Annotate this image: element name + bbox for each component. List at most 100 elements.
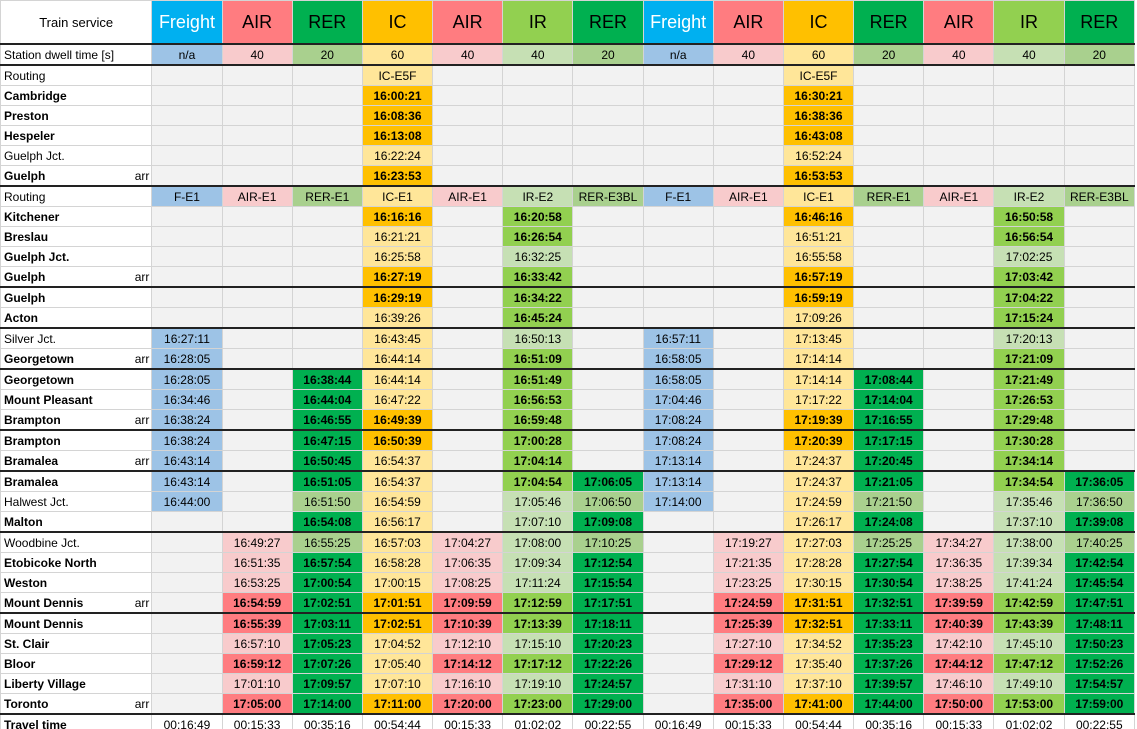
time-cell: 16:54:37 — [361, 470, 434, 492]
time-cell: 16:49:27 — [221, 531, 293, 553]
header-label: Train service — [0, 0, 152, 45]
station-row: Brampton arr 16:38:24 16:46:55 16:49:39 16:59… — [0, 409, 1136, 431]
time-cell — [572, 165, 644, 187]
time-cell — [1063, 206, 1136, 227]
time-cell: 17:31:51 — [782, 592, 855, 614]
time-cell — [151, 206, 223, 227]
time-cell — [221, 246, 293, 267]
service-header: IC — [782, 0, 855, 45]
time-cell — [712, 511, 784, 533]
time-cell: 17:11:24 — [502, 572, 574, 593]
routing-code — [291, 64, 363, 86]
note-cell — [128, 470, 153, 492]
time-cell — [221, 206, 293, 227]
time-cell: 16:08:36 — [361, 105, 434, 126]
travel-time: 00:22:55 — [572, 713, 644, 729]
travel-label: Travel time — [0, 713, 152, 729]
time-cell: 17:13:14 — [642, 470, 714, 492]
time-cell: 17:25:39 — [712, 612, 784, 634]
time-cell — [221, 368, 293, 390]
time-cell: 16:44:14 — [361, 368, 434, 390]
time-cell — [432, 307, 504, 329]
time-cell: 17:12:54 — [572, 552, 644, 573]
time-cell: 17:54:57 — [1063, 673, 1136, 694]
time-cell — [221, 307, 293, 329]
time-cell — [1063, 327, 1136, 349]
travel-time: 00:15:33 — [712, 713, 784, 729]
dwell-time: 20 — [853, 43, 925, 66]
time-cell — [291, 327, 363, 349]
routing-code — [432, 64, 504, 86]
time-cell: 17:42:10 — [923, 633, 995, 654]
time-cell — [853, 246, 925, 267]
dwell-label: Station dwell time [s] — [0, 43, 152, 66]
time-cell: 17:29:00 — [572, 693, 644, 715]
time-cell — [853, 145, 925, 166]
time-cell: 17:02:51 — [361, 612, 434, 634]
station-name: Cambridge — [0, 85, 129, 106]
time-cell — [853, 165, 925, 187]
time-cell — [151, 145, 223, 166]
station-row: Breslau 16:21:21 16:26:54 16:51:21 16:56:54 — [0, 226, 1136, 247]
time-cell — [923, 105, 995, 126]
station-name: Guelph — [0, 286, 129, 308]
station-row: Guelph arr 16:27:19 16:33:42 16:57:19 17:03:4… — [0, 266, 1136, 288]
time-cell — [221, 85, 293, 106]
time-cell: 17:12:10 — [432, 633, 504, 654]
time-cell — [923, 368, 995, 390]
time-cell — [432, 145, 504, 166]
time-cell — [1063, 85, 1136, 106]
time-cell — [642, 653, 714, 674]
time-cell: 17:12:59 — [502, 592, 574, 614]
service-header: AIR — [712, 0, 784, 45]
time-cell: 17:21:50 — [853, 491, 925, 512]
time-cell: 16:44:00 — [151, 491, 223, 512]
station-name: Malton — [0, 511, 129, 533]
time-cell — [572, 226, 644, 247]
time-cell — [993, 85, 1065, 106]
note-cell — [128, 491, 153, 512]
time-cell: 17:09:34 — [502, 552, 574, 573]
time-cell — [151, 572, 223, 593]
time-cell: 17:34:54 — [993, 470, 1065, 492]
time-cell — [642, 673, 714, 694]
time-cell: 17:04:27 — [432, 531, 504, 553]
time-cell: 17:22:26 — [572, 653, 644, 674]
time-cell — [642, 206, 714, 227]
time-cell — [572, 125, 644, 146]
travel-time: 00:16:49 — [151, 713, 223, 729]
time-cell — [151, 552, 223, 573]
time-cell — [712, 307, 784, 329]
time-cell: 17:38:25 — [923, 572, 995, 593]
time-cell — [712, 226, 784, 247]
time-cell: 17:42:59 — [993, 592, 1065, 614]
note-cell — [128, 429, 153, 451]
time-cell: 17:19:39 — [782, 409, 855, 431]
station-name: Breslau — [0, 226, 129, 247]
time-cell: 17:36:50 — [1063, 491, 1136, 512]
time-cell: 16:38:24 — [151, 429, 223, 451]
routing-code: F-E1 — [151, 185, 223, 207]
time-cell — [853, 226, 925, 247]
time-cell — [221, 429, 293, 451]
routing-code: AIR-E1 — [923, 185, 995, 207]
time-cell: 17:00:15 — [361, 572, 434, 593]
time-cell: 17:48:11 — [1063, 612, 1136, 634]
time-cell — [993, 125, 1065, 146]
time-cell — [432, 165, 504, 187]
time-cell: 17:06:05 — [572, 470, 644, 492]
time-cell — [712, 470, 784, 492]
time-cell: 17:40:39 — [923, 612, 995, 634]
time-cell: 17:14:12 — [432, 653, 504, 674]
time-cell — [432, 206, 504, 227]
time-cell: 17:27:54 — [853, 552, 925, 573]
time-cell — [1063, 368, 1136, 390]
time-cell — [151, 85, 223, 106]
routing-row: Routing F-E1 AIR-E1 RER-E1 IC-E1 AIR-E1 IR-E2 R… — [0, 185, 1136, 207]
station-row: Kitchener 16:16:16 16:20:58 16:46:16 16:50:5… — [0, 206, 1136, 227]
time-cell — [502, 85, 574, 106]
time-cell: 17:08:44 — [853, 368, 925, 390]
time-cell: 17:00:54 — [291, 572, 363, 593]
time-cell: 16:43:14 — [151, 450, 223, 472]
time-cell: 16:54:08 — [291, 511, 363, 533]
